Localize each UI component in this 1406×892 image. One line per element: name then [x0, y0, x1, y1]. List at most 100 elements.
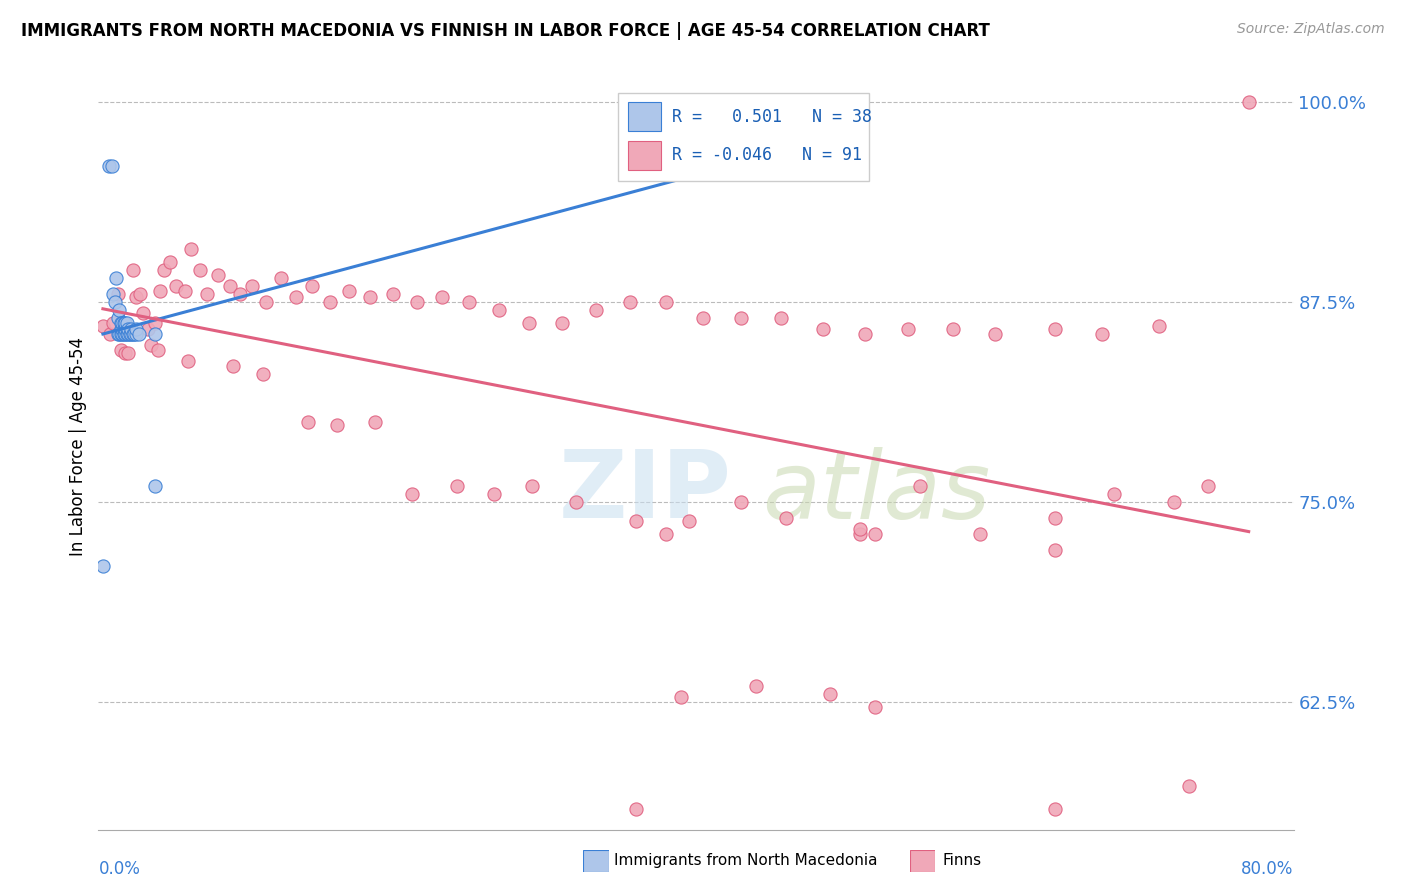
Point	[174, 284, 197, 298]
Point	[484, 487, 506, 501]
Point	[180, 243, 202, 257]
Point	[101, 159, 124, 173]
Point	[517, 316, 540, 330]
FancyBboxPatch shape	[628, 103, 661, 131]
Point	[197, 287, 219, 301]
FancyBboxPatch shape	[619, 93, 869, 181]
Point	[849, 527, 872, 541]
Point	[405, 295, 427, 310]
Point	[775, 511, 797, 525]
Point	[112, 322, 135, 336]
Point	[270, 271, 292, 285]
Point	[207, 268, 229, 282]
Point	[115, 316, 138, 330]
Point	[240, 279, 263, 293]
Point	[117, 327, 139, 342]
Point	[319, 295, 342, 310]
Point	[252, 367, 274, 381]
Point	[1043, 322, 1066, 336]
Text: ZIP: ZIP	[558, 446, 731, 538]
Point	[550, 316, 572, 330]
Point	[148, 343, 170, 357]
Text: Source: ZipAtlas.com: Source: ZipAtlas.com	[1237, 22, 1385, 37]
Point	[908, 479, 931, 493]
Point	[108, 303, 131, 318]
Point	[114, 322, 136, 336]
Text: R = -0.046   N = 91: R = -0.046 N = 91	[672, 146, 862, 164]
Point	[110, 322, 132, 336]
Point	[942, 322, 965, 336]
Point	[364, 415, 387, 429]
Point	[104, 295, 127, 310]
Point	[897, 322, 920, 336]
Point	[853, 327, 876, 342]
Point	[254, 295, 277, 310]
Point	[301, 279, 323, 293]
Point	[118, 327, 141, 342]
Point	[188, 263, 211, 277]
Point	[91, 558, 114, 573]
Point	[117, 322, 139, 336]
Point	[678, 514, 700, 528]
Point	[585, 303, 607, 318]
Text: R =   0.501   N = 38: R = 0.501 N = 38	[672, 108, 872, 126]
Point	[1104, 487, 1126, 501]
Point	[177, 354, 200, 368]
Point	[149, 284, 172, 298]
Point	[730, 495, 752, 509]
Point	[111, 316, 134, 330]
Point	[143, 316, 166, 330]
Point	[430, 290, 453, 304]
Point	[1147, 319, 1170, 334]
Text: 80.0%: 80.0%	[1241, 860, 1294, 879]
Point	[381, 287, 404, 301]
Point	[136, 322, 159, 336]
Point	[112, 316, 135, 330]
Point	[125, 290, 148, 304]
Point	[110, 343, 132, 357]
Point	[97, 159, 120, 173]
Point	[114, 327, 136, 342]
Point	[222, 359, 245, 373]
Point	[1163, 495, 1185, 509]
Point	[820, 687, 842, 701]
Y-axis label: In Labor Force | Age 45-54: In Labor Force | Age 45-54	[69, 336, 87, 556]
Text: Immigrants from North Macedonia: Immigrants from North Macedonia	[614, 854, 877, 868]
Text: atlas: atlas	[762, 447, 990, 538]
Point	[110, 327, 132, 342]
Point	[112, 327, 135, 342]
Point	[117, 346, 139, 360]
Point	[114, 346, 136, 360]
Point	[669, 159, 692, 173]
Point	[115, 322, 138, 336]
Point	[229, 287, 252, 301]
Point	[655, 527, 678, 541]
Point	[107, 287, 129, 301]
Point	[125, 327, 148, 342]
Point	[132, 306, 155, 320]
Point	[669, 690, 692, 704]
Point	[359, 290, 381, 304]
Point	[284, 290, 307, 304]
Point	[110, 316, 132, 330]
Point	[1091, 327, 1114, 342]
Point	[626, 802, 648, 816]
Point	[98, 327, 122, 342]
Text: IMMIGRANTS FROM NORTH MACEDONIA VS FINNISH IN LABOR FORCE | AGE 45-54 CORRELATIO: IMMIGRANTS FROM NORTH MACEDONIA VS FINNI…	[21, 22, 990, 40]
Point	[153, 263, 176, 277]
Point	[111, 327, 134, 342]
Point	[865, 527, 887, 541]
Point	[120, 322, 142, 336]
Point	[107, 311, 129, 326]
FancyBboxPatch shape	[628, 141, 661, 169]
Point	[1197, 479, 1219, 493]
Point	[865, 699, 887, 714]
Point	[626, 514, 648, 528]
Point	[520, 479, 543, 493]
Point	[115, 327, 138, 342]
Point	[655, 295, 678, 310]
Point	[114, 316, 136, 330]
Point	[811, 322, 834, 336]
Point	[692, 311, 714, 326]
Point	[745, 679, 768, 693]
